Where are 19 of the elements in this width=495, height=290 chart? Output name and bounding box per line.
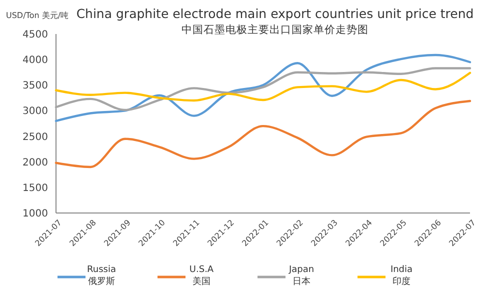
legend-label: Japan 日本 bbox=[288, 265, 314, 287]
line-series bbox=[54, 54, 472, 122]
line-series bbox=[54, 72, 472, 102]
legend-label: India 印度 bbox=[390, 265, 413, 287]
y-axis-title: USD/Ton 美元/吨 bbox=[6, 11, 69, 20]
legend-label: Russia 俄罗斯 bbox=[87, 265, 116, 287]
chart-subtitle: 中国石墨电极主要出口国家单价走势图 bbox=[182, 23, 368, 36]
y-tick-label: 2500 bbox=[22, 132, 48, 143]
y-tick-label: 1500 bbox=[22, 182, 48, 194]
y-tick-label: 1000 bbox=[22, 208, 48, 220]
line-series bbox=[54, 100, 472, 168]
y-tick-label: 3000 bbox=[22, 106, 48, 118]
legend-label: U.S.A 美国 bbox=[189, 265, 214, 287]
y-tick-label: 2000 bbox=[22, 157, 48, 168]
y-tick-label: 4500 bbox=[22, 30, 48, 40]
y-tick-label: 3500 bbox=[22, 80, 48, 92]
line-series bbox=[54, 67, 472, 112]
y-tick-label: 4000 bbox=[22, 55, 48, 66]
chart-title: China graphite electrode main export countries unit price trend bbox=[76, 6, 474, 21]
